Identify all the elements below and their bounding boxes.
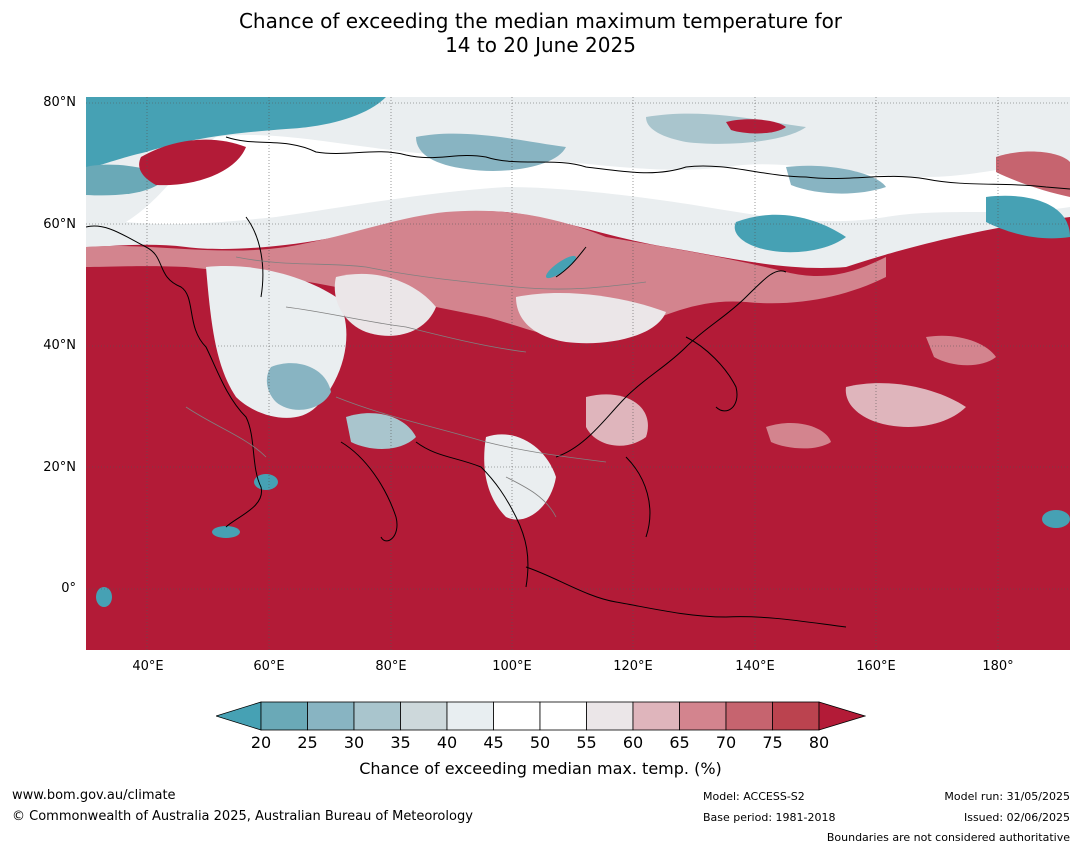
cool-region-afghanistan (266, 363, 331, 410)
cold-spot-lake-victoria (96, 587, 112, 607)
boundaries-disclaimer: Boundaries are not considered authoritat… (826, 831, 1070, 844)
colorbar-cell (446, 701, 494, 731)
lon-label-60e: 60°E (253, 659, 285, 674)
colorbar-tick-label: 80 (808, 733, 830, 752)
neutral-region-central (334, 273, 436, 336)
colorbar (216, 701, 866, 731)
lon-label-160e: 160°E (856, 659, 896, 674)
pacific-patches-3 (766, 422, 831, 449)
coastlines (86, 136, 1070, 628)
colorbar-extend-low (216, 701, 262, 731)
colorbar-tick-label: 40 (436, 733, 458, 752)
colorbar-cell (725, 701, 773, 731)
colorbar-cell (493, 701, 541, 731)
colorbar-tick-label: 45 (483, 733, 504, 752)
lon-label-40e: 40°E (132, 659, 164, 674)
cold-region-nw (86, 97, 386, 169)
colorbar-tick-label: 70 (715, 733, 737, 752)
lon-label-100e: 100°E (492, 659, 532, 674)
colorbar-cell (586, 701, 634, 731)
colorbar-cell (307, 701, 355, 731)
neutral-region-mongolia (516, 292, 666, 344)
lat-label-80n: 80°N (43, 95, 76, 110)
cold-spot-red-sea (212, 526, 240, 538)
issued-date: Issued: 02/06/2025 (963, 811, 1070, 824)
lat-label-0: 0° (61, 581, 76, 596)
warm-region-siberia-ne (996, 151, 1070, 197)
colorbar-cell (632, 701, 680, 731)
colorbar-cell (353, 701, 401, 731)
cold-spot-baikal (545, 255, 577, 279)
warm-region-northwest (139, 139, 246, 186)
lon-label-120e: 120°E (613, 659, 653, 674)
chart-title: Chance of exceeding the median maximum t… (0, 9, 1081, 57)
colorbar-cell (679, 701, 727, 731)
bom-url: www.bom.gov.au/climate (12, 788, 176, 803)
model-name: Model: ACCESS-S2 (703, 790, 805, 803)
colorbar-label: Chance of exceeding median max. temp. (%… (359, 759, 722, 778)
cold-spot-pacific-east (1042, 510, 1070, 528)
lon-label-180: 180° (982, 659, 1014, 674)
colorbar-tick-label: 25 (297, 733, 318, 752)
warm-region-arctic-east (726, 119, 786, 134)
title-line-1: Chance of exceeding the median maximum t… (238, 9, 843, 33)
lon-label-140e: 140°E (735, 659, 775, 674)
pacific-patches-2 (926, 335, 996, 366)
colorbar-tick-label: 35 (390, 733, 411, 752)
lon-label-80e: 80°E (375, 659, 407, 674)
country-borders (185, 256, 647, 518)
colorbar-cell (772, 701, 820, 731)
colorbar-extend-high (818, 701, 866, 731)
transition-zone-central-asia (86, 210, 886, 340)
lat-label-20n: 20°N (43, 460, 76, 475)
northern-white-areas (126, 134, 1070, 225)
base-period: Base period: 1981-2018 (703, 811, 836, 824)
colorbar-tick-label: 60 (622, 733, 644, 752)
lat-label-60n: 60°N (43, 217, 76, 232)
title-line-2: 14 to 20 June 2025 (445, 33, 636, 57)
colorbar-cell (400, 701, 448, 731)
colorbar-tick-label: 75 (762, 733, 783, 752)
colorbar-tick-label: 30 (343, 733, 365, 752)
colorbar-tick-label: 55 (576, 733, 597, 752)
cold-region-far-east (986, 195, 1070, 239)
neutral-region-indochina (484, 434, 556, 520)
lat-label-40n: 40°N (43, 338, 76, 353)
colorbar-tick-label: 65 (669, 733, 690, 752)
cool-region-tibet-west (346, 413, 416, 449)
colorbar-tick-label: 20 (250, 733, 272, 752)
colorbar-tick-label: 50 (529, 733, 551, 752)
model-run-date: Model run: 31/05/2025 (944, 790, 1070, 803)
colorbar-cell (539, 701, 587, 731)
transition-region-south-china (586, 394, 648, 446)
colorbar-cell (260, 701, 308, 731)
forecast-map (86, 97, 1070, 650)
copyright-notice: © Commonwealth of Australia 2025, Austra… (12, 809, 473, 824)
cold-region-yakutia (786, 165, 886, 194)
